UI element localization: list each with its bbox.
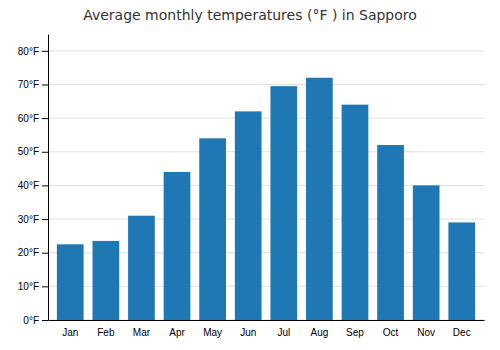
x-tick-label: Sep (346, 327, 364, 338)
y-tick-mark (42, 320, 48, 321)
y-tick-label: 40°F (18, 180, 39, 191)
grid (48, 51, 484, 320)
x-tick-label: Dec (453, 327, 471, 338)
y-tick-label: 70°F (18, 79, 39, 90)
x-tick: Oct (383, 327, 399, 338)
y-tick: 50°F (18, 146, 48, 157)
title: Average monthly temperatures (°F ) in Sa… (83, 7, 417, 23)
x-tick: Feb (97, 327, 115, 338)
bar (199, 138, 226, 320)
bar (448, 222, 475, 320)
y-tick: 70°F (18, 79, 48, 90)
y-tick-label: 80°F (18, 46, 39, 57)
y-tick: 10°F (18, 281, 48, 292)
y-tick-mark (42, 286, 48, 287)
x-tick-label: Jun (240, 327, 256, 338)
bar (235, 111, 262, 320)
x-tick: Dec (453, 327, 471, 338)
x-tick-label: Oct (383, 327, 399, 338)
x-tick-label: Apr (169, 327, 185, 338)
grid-line (48, 50, 484, 51)
x-tick: Mar (133, 327, 151, 338)
y-tick-label: 60°F (18, 113, 39, 124)
y-tick-mark (42, 51, 48, 52)
x-tick: Sep (346, 327, 364, 338)
y-axis-line (48, 35, 49, 321)
y-tick: 80°F (18, 46, 48, 57)
y-tick: 60°F (18, 113, 48, 124)
y-tick-mark (42, 84, 48, 85)
x-axis: Jan Feb Mar Apr May Jun Jul Aug Sep Oct Nov Dec (49, 321, 485, 339)
x-tick: Jul (277, 327, 290, 338)
y-tick-mark (42, 185, 48, 186)
marks (57, 78, 475, 320)
y-tick-label: 50°F (18, 146, 39, 157)
bar (270, 86, 297, 320)
x-tick: May (203, 327, 222, 338)
bar (92, 241, 119, 320)
y-tick-mark (42, 152, 48, 153)
x-tick-label: Nov (417, 327, 435, 338)
chart: Average monthly temperatures (°F ) in Sa… (0, 0, 500, 350)
x-tick-label: Feb (97, 327, 115, 338)
x-tick-label: Aug (310, 327, 328, 338)
y-tick-label: 10°F (18, 281, 39, 292)
y-tick-label: 30°F (18, 214, 39, 225)
bar (128, 216, 155, 320)
y-tick-label: 0°F (23, 315, 39, 326)
grid-line (48, 118, 484, 119)
y-tick-label: 20°F (18, 247, 39, 258)
x-tick-label: May (203, 327, 222, 338)
x-axis-line (49, 320, 485, 321)
x-tick-label: Jul (277, 327, 290, 338)
x-tick: Nov (417, 327, 435, 338)
x-tick-label: Mar (133, 327, 151, 338)
bar (342, 105, 369, 320)
y-tick: 20°F (18, 247, 48, 258)
grid-line (48, 151, 484, 152)
y-tick-mark (42, 253, 48, 254)
x-tick: Aug (310, 327, 328, 338)
y-axis: 0°F 10°F 20°F 30°F 40°F 50°F 60°F 70°F 80°F (18, 35, 49, 326)
x-tick: Apr (169, 327, 185, 338)
bar (413, 185, 440, 320)
grid-line (48, 84, 484, 85)
y-tick-mark (42, 118, 48, 119)
y-tick: 30°F (18, 214, 48, 225)
plot: 0°F 10°F 20°F 30°F 40°F 50°F 60°F 70°F 80°F Jan Fe… (18, 35, 485, 339)
y-tick: 0°F (23, 315, 48, 326)
bar (164, 172, 191, 320)
bar (377, 145, 404, 320)
bar (306, 78, 333, 320)
y-tick-mark (42, 219, 48, 220)
y-tick: 40°F (18, 180, 48, 191)
bar (57, 244, 84, 320)
x-tick-label: Jan (62, 327, 78, 338)
x-tick: Jun (240, 327, 256, 338)
x-tick: Jan (62, 327, 78, 338)
